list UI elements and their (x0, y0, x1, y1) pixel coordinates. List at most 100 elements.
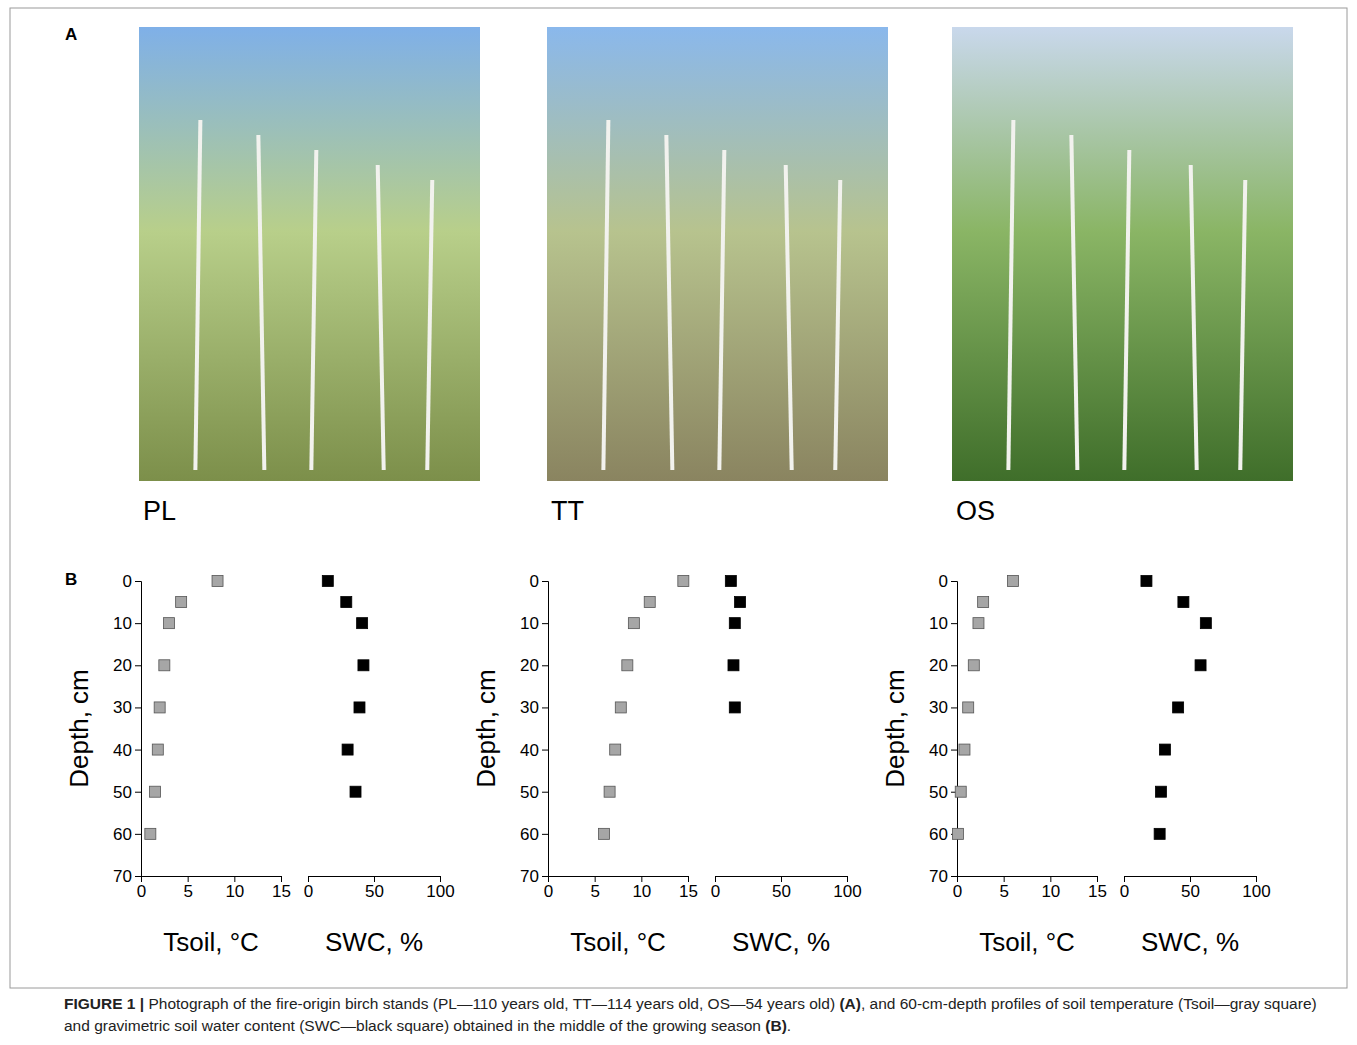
tick-label: 10 (113, 614, 132, 633)
trunk (258, 135, 264, 470)
tick: 10 (113, 614, 141, 633)
tick: 50 (520, 783, 548, 802)
tick-mark (951, 707, 957, 708)
data-point (154, 702, 165, 713)
tick-label: 30 (520, 698, 539, 717)
tick: 40 (520, 741, 548, 760)
tick-label: 50 (365, 882, 384, 901)
data-point (1200, 618, 1211, 629)
tick-label: 10 (225, 882, 244, 901)
axis-line (142, 877, 282, 883)
tick-label: 0 (711, 882, 720, 901)
tick-label: 50 (113, 783, 132, 802)
tick-label: 15 (1088, 882, 1107, 901)
tick-label: 15 (272, 882, 291, 901)
tick: 0 (530, 572, 548, 591)
data-point (978, 597, 989, 608)
tick-mark (135, 707, 141, 708)
tick: 5 (999, 876, 1008, 901)
marks (145, 576, 223, 840)
tick: 50 (113, 783, 141, 802)
tick-label: 50 (520, 783, 539, 802)
photo (547, 27, 888, 481)
tick-mark (951, 581, 957, 582)
tick-mark (542, 665, 548, 666)
photo (952, 27, 1293, 481)
frame (10, 8, 1347, 988)
x-axis: 050100 (1120, 876, 1271, 901)
tick: 15 (272, 876, 291, 901)
photo-label: PL (143, 496, 176, 526)
marks (952, 576, 1018, 840)
data-point (968, 660, 979, 671)
trunk (666, 135, 672, 470)
tick: 0 (137, 876, 146, 901)
data-point (728, 660, 739, 671)
data-point (145, 828, 156, 839)
photo-placeholder (139, 27, 480, 481)
tick: 20 (520, 656, 548, 675)
tick: 0 (304, 876, 313, 901)
trunk (1240, 180, 1245, 470)
tick-label: 60 (929, 825, 948, 844)
tick-label: 30 (929, 698, 948, 717)
panel-letter: B (65, 570, 77, 589)
tick-mark (135, 581, 141, 582)
axis-title: Tsoil, °C (979, 927, 1075, 957)
tick-label: 0 (544, 882, 553, 901)
tick-label: 0 (137, 882, 146, 901)
data-point (164, 618, 175, 629)
data-point (729, 702, 740, 713)
data-point (599, 828, 610, 839)
tick-mark (542, 876, 548, 877)
tick: 40 (113, 741, 141, 760)
photo-placeholder (952, 27, 1293, 481)
axis-line (135, 582, 142, 877)
marks (1141, 576, 1211, 840)
axis-line (958, 877, 1098, 883)
data-point (952, 828, 963, 839)
trunk (786, 165, 792, 470)
chart: 051015010203040506070Tsoil, °CDepth, cm (64, 572, 291, 957)
data-point (963, 702, 974, 713)
tick: 10 (929, 614, 957, 633)
tick: 50 (772, 876, 791, 901)
tick-label: 10 (520, 614, 539, 633)
trunk (427, 180, 432, 470)
tick: 70 (113, 867, 141, 886)
figure: ABPLTTOS051015010203040506070Tsoil, °CDe… (0, 0, 1357, 1045)
data-point (1155, 786, 1166, 797)
data-point (342, 744, 353, 755)
tick: 0 (711, 876, 720, 901)
data-point (357, 618, 368, 629)
x-axis: 051015 (137, 876, 291, 901)
trunk (1124, 150, 1129, 470)
trunk (835, 180, 840, 470)
tick-mark (135, 623, 141, 624)
data-point (159, 660, 170, 671)
tick-mark (542, 623, 548, 624)
tick-label: 100 (426, 882, 454, 901)
chart: 051015010203040506070Tsoil, °CDepth, cm (471, 572, 698, 957)
data-point (959, 744, 970, 755)
tick-label: 50 (772, 882, 791, 901)
marks (725, 576, 745, 713)
tick: 15 (679, 876, 698, 901)
tick-mark (542, 581, 548, 582)
data-point (212, 576, 223, 587)
data-point (729, 618, 740, 629)
tick: 20 (929, 656, 957, 675)
data-point (604, 786, 615, 797)
data-point (1178, 597, 1189, 608)
tick-label: 60 (113, 825, 132, 844)
tick: 50 (929, 783, 957, 802)
axis-line (542, 582, 549, 877)
tick: 30 (520, 698, 548, 717)
trunk (378, 165, 384, 470)
data-point (615, 702, 626, 713)
axis-line (549, 877, 689, 883)
tick-label: 70 (520, 867, 539, 886)
tick-label: 20 (520, 656, 539, 675)
tick-label: 10 (1041, 882, 1060, 901)
tick-mark (542, 750, 548, 751)
